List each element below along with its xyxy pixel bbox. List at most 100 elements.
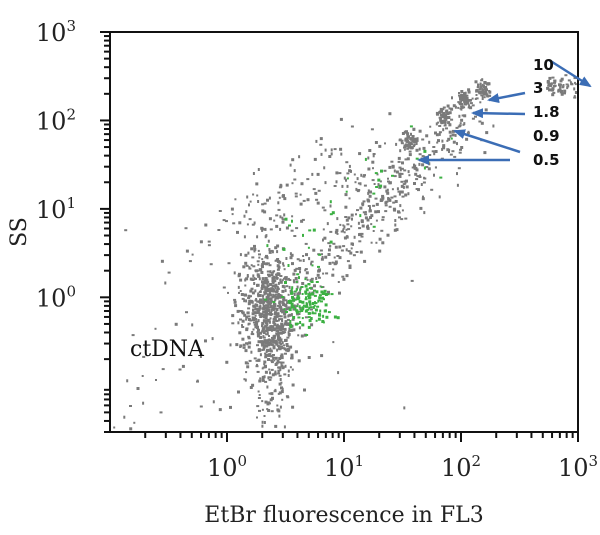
event-point [305, 304, 309, 308]
event-point [308, 291, 311, 295]
event-point [253, 282, 256, 285]
event-point [276, 258, 280, 260]
event-point [428, 140, 431, 144]
event-point [324, 303, 328, 307]
event-point [250, 247, 254, 251]
event-point [265, 286, 269, 290]
event-point [266, 332, 269, 336]
event-point [288, 308, 292, 312]
event-point [300, 219, 304, 223]
event-point [364, 216, 368, 220]
event-point [308, 319, 312, 323]
event-point [397, 156, 401, 160]
event-point [552, 91, 556, 94]
event-point [558, 83, 561, 87]
event-point [292, 305, 295, 309]
event-point [298, 276, 300, 280]
event-point [395, 170, 399, 174]
event-point [264, 277, 268, 280]
event-point [298, 155, 301, 159]
event-point [281, 216, 284, 220]
event-point [327, 242, 331, 245]
event-point [260, 226, 264, 230]
event-point [284, 281, 287, 284]
event-point [456, 172, 458, 176]
event-point [353, 173, 356, 176]
event-point [471, 97, 474, 100]
event-point [395, 142, 398, 146]
event-point [272, 320, 276, 324]
event-point [279, 307, 283, 311]
event-point [313, 284, 316, 288]
event-point [325, 272, 329, 275]
event-point [270, 392, 274, 396]
event-point [273, 334, 277, 337]
event-point [423, 155, 426, 158]
event-point [407, 192, 410, 196]
event-point [411, 135, 415, 137]
event-point [547, 86, 550, 89]
event-point [279, 227, 282, 231]
event-point [261, 258, 264, 261]
event-point [411, 143, 414, 146]
event-point [262, 326, 266, 330]
event-point [291, 368, 294, 371]
event-point [273, 359, 276, 362]
event-point [273, 322, 277, 326]
event-point [277, 266, 280, 270]
event-point [246, 342, 249, 346]
event-point [161, 368, 165, 371]
event-point [290, 328, 294, 332]
event-point [269, 398, 273, 402]
event-point [368, 149, 372, 152]
event-point [273, 304, 277, 308]
event-point [285, 183, 289, 187]
event-point [294, 290, 297, 293]
event-point [573, 96, 577, 99]
event-point [259, 300, 261, 304]
event-point [327, 311, 331, 314]
event-point [256, 283, 260, 287]
event-point [372, 154, 375, 158]
event-point [253, 357, 257, 360]
event-point [277, 392, 280, 395]
event-point [239, 318, 242, 321]
event-point [278, 328, 282, 331]
event-point [332, 341, 335, 344]
event-point [254, 277, 257, 280]
event-point [387, 177, 389, 180]
event-point [272, 345, 276, 349]
event-point [261, 203, 265, 206]
event-point [317, 317, 321, 321]
event-point [272, 294, 276, 298]
event-point [312, 248, 316, 252]
event-point [483, 151, 487, 155]
event-point [324, 181, 327, 185]
event-point [263, 228, 267, 231]
event-point [398, 172, 402, 176]
dose-label: 10 [533, 56, 554, 74]
event-point [256, 370, 260, 373]
event-point [302, 255, 305, 257]
event-point [264, 370, 268, 374]
event-point [270, 309, 273, 312]
event-point [476, 86, 480, 89]
event-point [244, 261, 248, 265]
event-point [222, 219, 226, 222]
event-point [269, 228, 273, 231]
event-point [319, 137, 323, 141]
event-point [297, 316, 301, 319]
event-point [248, 267, 252, 270]
annotation-ctdna: ctDNA [130, 337, 205, 362]
event-point [249, 200, 252, 203]
event-point [287, 331, 290, 334]
event-point [329, 204, 332, 208]
event-point [290, 229, 294, 232]
event-point [327, 253, 331, 256]
event-point [466, 100, 468, 104]
event-point [441, 147, 444, 151]
event-point [267, 401, 271, 404]
event-point [333, 185, 337, 187]
event-point [199, 405, 203, 408]
event-point [317, 189, 321, 192]
